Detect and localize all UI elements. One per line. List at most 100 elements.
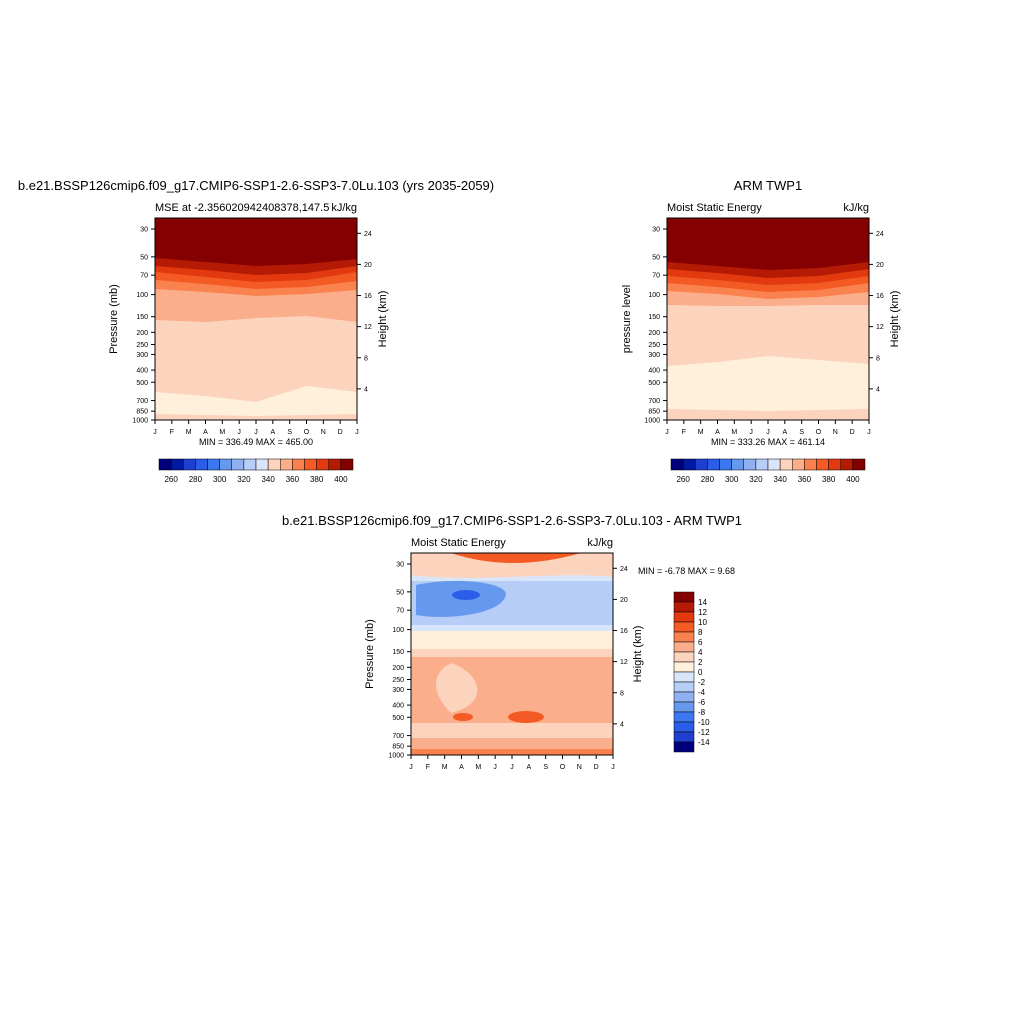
panel: ARM TWP1 Moist Static Energy kJ/kg pressure… [621, 178, 901, 447]
y2-tick-label: 20 [620, 597, 628, 604]
y-tick-label: 30 [396, 562, 404, 569]
colorbar: 260 280 300 320 340 360 380 400 [670, 458, 866, 484]
y-axis-label: Pressure (mb) [364, 619, 376, 689]
contour-fill [436, 663, 478, 713]
y-tick-label: 200 [392, 665, 404, 672]
y-tick-label: 30 [140, 227, 148, 234]
x-tick-label: J [665, 429, 669, 436]
y-tick-label: 700 [648, 398, 660, 405]
colorbar-box [673, 601, 695, 613]
y2-tick-label: 4 [364, 386, 368, 393]
colorbar-box [673, 631, 695, 643]
colorbar-label: -4 [698, 688, 706, 697]
colorbar-label: 300 [725, 475, 739, 484]
y2-tick-label: 24 [364, 231, 372, 238]
x-tick-label: J [409, 764, 413, 771]
contour-fill [667, 356, 869, 420]
contour-fill [451, 553, 581, 563]
colorbar-box [316, 458, 329, 471]
right-string: kJ/kg [587, 537, 613, 549]
y-tick-label: 400 [392, 703, 404, 710]
y-tick-label: 150 [392, 649, 404, 656]
colorbar-box [673, 641, 695, 653]
y2-tick-label: 16 [364, 293, 372, 300]
y2-axis-label: Height (km) [889, 291, 901, 348]
y2-tick-label: 4 [876, 386, 880, 393]
colorbar-box [673, 701, 695, 713]
colorbar-box [682, 458, 696, 471]
contour-fill [411, 631, 613, 649]
colorbar-label: 8 [698, 628, 703, 637]
x-tick-label: J [510, 764, 514, 771]
contour-fill [411, 553, 613, 581]
y2-tick-label: 4 [620, 721, 624, 728]
y2-tick-label: 12 [364, 324, 372, 331]
colorbar-box [673, 661, 695, 673]
colorbar-label: 380 [310, 475, 324, 484]
colorbar-box [673, 691, 695, 703]
colorbar-label: -2 [698, 678, 706, 687]
y-axis-label: Pressure (mb) [108, 284, 120, 354]
min-max-stats: MIN = -6.78 MAX = 9.68 [638, 566, 735, 576]
y-tick-label: 150 [648, 314, 660, 321]
y-tick-label: 1000 [644, 418, 660, 425]
colorbar-label: 360 [286, 475, 300, 484]
colorbar-box [840, 458, 854, 471]
colorbar-label: 280 [701, 475, 715, 484]
x-tick-label: S [799, 429, 804, 436]
y-tick-label: 250 [136, 342, 148, 349]
panel: b.e21.BSSP126cmip6.f09_g17.CMIP6-SSP1-2.… [18, 178, 494, 447]
x-tick-label: N [577, 764, 582, 771]
colorbar-box [792, 458, 805, 471]
colorbar-box [695, 458, 708, 471]
y-tick-label: 50 [140, 254, 148, 261]
y-tick-label: 300 [392, 687, 404, 694]
colorbar-label: 260 [676, 475, 690, 484]
colorbar-label: 340 [773, 475, 787, 484]
x-tick-label: M [186, 429, 192, 436]
y-tick-label: 400 [648, 368, 660, 375]
colorbar-box [719, 458, 732, 471]
panel-title: b.e21.BSSP126cmip6.f09_g17.CMIP6-SSP1-2.… [18, 178, 494, 193]
x-tick-label: S [287, 429, 292, 436]
y-tick-label: 700 [392, 733, 404, 740]
contour-fill [667, 409, 869, 420]
min-max-stats: MIN = 336.49 MAX = 465.00 [199, 437, 313, 447]
contour-fill [411, 649, 613, 657]
colorbar-box [673, 651, 695, 663]
y-tick-label: 850 [136, 409, 148, 416]
y2-tick-label: 20 [876, 262, 884, 269]
colorbar-box [755, 458, 769, 471]
colorbar-label: 340 [261, 475, 275, 484]
colorbar-box [673, 711, 695, 723]
y2-tick-label: 12 [876, 324, 884, 331]
colorbar-label: 400 [846, 475, 860, 484]
left-string: Moist Static Energy [667, 202, 762, 214]
left-string: MSE at -2.356020942408378,147.5 [155, 202, 329, 214]
x-tick-label: M [475, 764, 481, 771]
y-tick-label: 300 [136, 352, 148, 359]
x-tick-label: M [442, 764, 448, 771]
y2-tick-label: 24 [620, 566, 628, 573]
y-tick-label: 200 [136, 330, 148, 337]
colorbar-box [767, 458, 781, 471]
colorbar-label: 260 [164, 475, 178, 484]
y-tick-label: 70 [140, 273, 148, 280]
colorbar-label: -8 [698, 708, 706, 717]
x-tick-label: M [698, 429, 704, 436]
y-tick-label: 70 [396, 608, 404, 615]
colorbar-box [673, 681, 695, 693]
colorbar-label: 2 [698, 658, 703, 667]
colorbar-box [255, 458, 269, 471]
y-tick-label: 700 [136, 398, 148, 405]
contour-fill [155, 414, 357, 420]
x-tick-label: D [338, 429, 343, 436]
x-tick-label: J [153, 429, 157, 436]
y-tick-label: 500 [392, 715, 404, 722]
x-tick-label: M [731, 429, 737, 436]
colorbar-label: 280 [189, 475, 203, 484]
y-tick-label: 400 [136, 368, 148, 375]
